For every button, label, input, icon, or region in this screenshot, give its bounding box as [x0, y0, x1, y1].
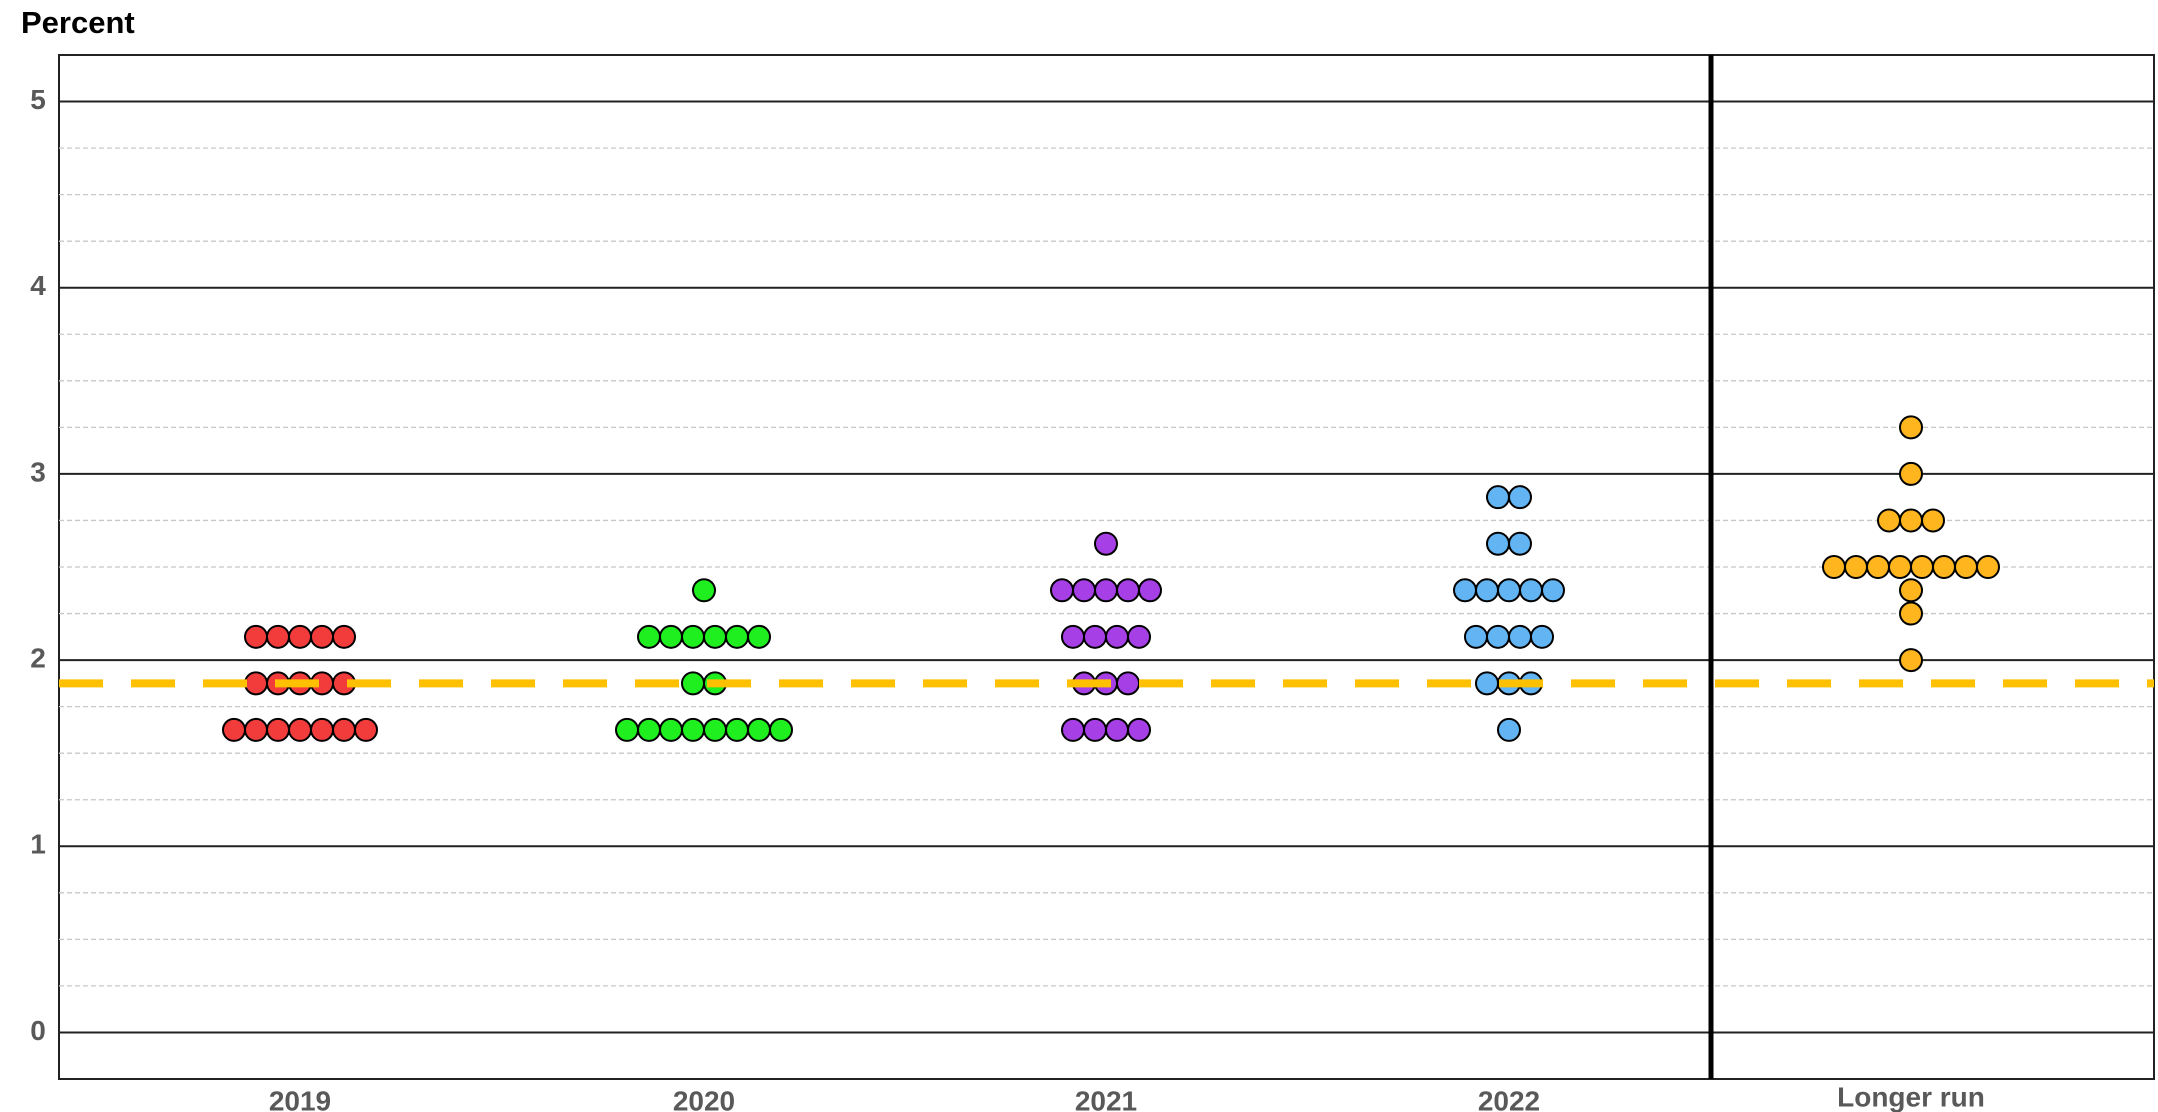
- dot: [1486, 485, 1510, 510]
- dot: [244, 671, 268, 696]
- dot: [1888, 555, 1912, 579]
- dot: [1453, 578, 1477, 603]
- dot: [681, 671, 705, 696]
- dot: [1508, 624, 1532, 649]
- dot: [1116, 578, 1140, 603]
- dot: [1519, 578, 1543, 603]
- dot: [747, 717, 771, 742]
- x-tick-label: 2021: [1075, 1085, 1137, 1112]
- dot: [266, 624, 290, 649]
- dot: [615, 717, 639, 742]
- dot: [659, 717, 683, 742]
- x-tick-label: 2019: [269, 1085, 331, 1112]
- dot: [288, 624, 312, 649]
- x-tick-label: 2022: [1478, 1085, 1540, 1112]
- dot: [1105, 717, 1129, 742]
- dot: [1475, 671, 1499, 696]
- dot: [1497, 578, 1521, 603]
- dot: [1061, 624, 1085, 649]
- y-axis-label: Percent: [21, 5, 135, 40]
- dot: [1050, 578, 1074, 603]
- dot: [1921, 508, 1945, 533]
- dot: [1866, 555, 1890, 579]
- dot: [244, 624, 268, 649]
- dot: [1094, 531, 1118, 556]
- dot: [1127, 717, 1151, 742]
- dot: [1486, 531, 1510, 556]
- dot: [1954, 555, 1978, 579]
- dot: [769, 717, 793, 742]
- dot: [1541, 578, 1565, 603]
- x-tick-label: 2020: [673, 1085, 735, 1112]
- dot: [1899, 461, 1923, 486]
- dot: [1138, 578, 1162, 603]
- dot: [681, 717, 705, 742]
- dot: [692, 578, 716, 603]
- dot: [1932, 555, 1956, 579]
- dot: [1508, 485, 1532, 510]
- dot: [1083, 717, 1107, 742]
- dot: [681, 624, 705, 649]
- dot: [1899, 578, 1923, 603]
- dot: [332, 624, 356, 649]
- x-tick-label: Longer run: [1837, 1081, 1985, 1112]
- y-tick-label: 3: [30, 456, 46, 487]
- dot: [1475, 578, 1499, 603]
- y-tick-label: 4: [30, 270, 46, 301]
- dot: [1530, 624, 1554, 649]
- dot: [1486, 624, 1510, 649]
- dot: [1497, 717, 1521, 742]
- dot: [1072, 578, 1096, 603]
- dot: [1899, 601, 1923, 626]
- dot: [222, 717, 246, 742]
- dot: [266, 717, 290, 742]
- dot: [354, 717, 378, 742]
- dot: [637, 624, 661, 649]
- dot: [659, 624, 683, 649]
- dot: [703, 624, 727, 649]
- dot: [747, 624, 771, 649]
- dot: [637, 717, 661, 742]
- dot: [1899, 508, 1923, 533]
- y-tick-label: 1: [30, 829, 46, 860]
- y-tick-label: 5: [30, 84, 46, 115]
- dot: [1094, 578, 1118, 603]
- dot: [332, 717, 356, 742]
- dot: [1899, 415, 1923, 440]
- dot: [1105, 624, 1129, 649]
- dot: [1083, 624, 1107, 649]
- dot: [725, 717, 749, 742]
- dot: [703, 717, 727, 742]
- dot: [1822, 555, 1846, 579]
- dot: [1976, 555, 2000, 579]
- dot: [1910, 555, 1934, 579]
- dot: [1464, 624, 1488, 649]
- dot: [244, 717, 268, 742]
- dot: [288, 717, 312, 742]
- dot: [1127, 624, 1151, 649]
- dot: [1508, 531, 1532, 556]
- dot: [1899, 648, 1923, 673]
- dot: [310, 717, 334, 742]
- y-tick-label: 0: [30, 1015, 46, 1046]
- dot: [1116, 671, 1140, 696]
- dot: [1844, 555, 1868, 579]
- dot: [310, 624, 334, 649]
- dot: [725, 624, 749, 649]
- y-tick-label: 2: [30, 642, 46, 673]
- dot: [1061, 717, 1085, 742]
- dot: [1877, 508, 1901, 533]
